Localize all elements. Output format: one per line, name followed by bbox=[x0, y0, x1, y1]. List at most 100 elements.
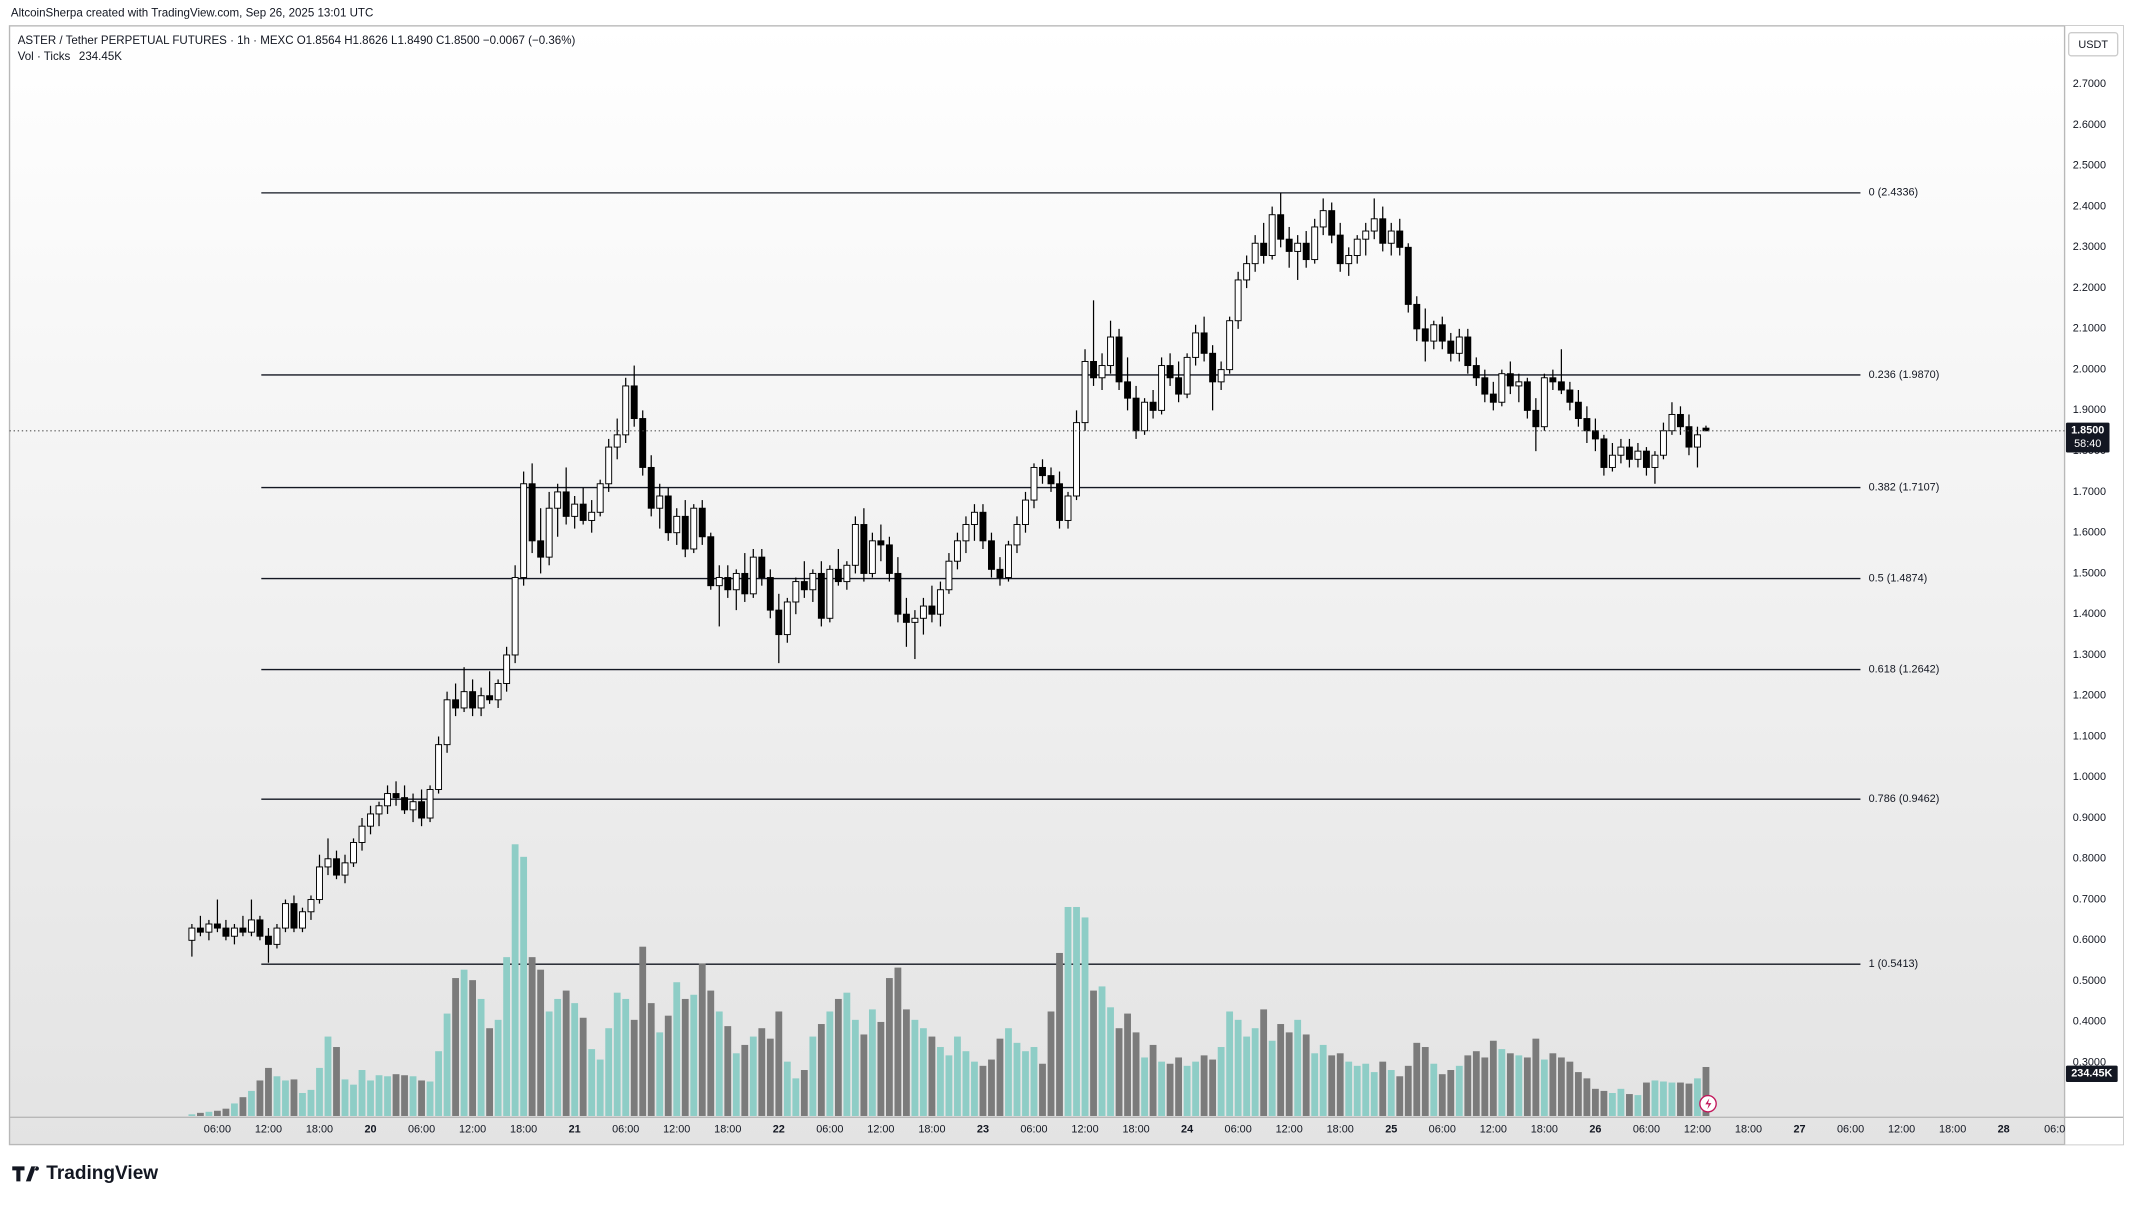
x-tick-label: 26 bbox=[1589, 1123, 1601, 1135]
y-tick-label: 1.5000 bbox=[2073, 567, 2106, 579]
alert-bolt[interactable] bbox=[1705, 1098, 1712, 1110]
volume-bar bbox=[1158, 1061, 1165, 1116]
volume-bar bbox=[1413, 1042, 1421, 1116]
volume-bar bbox=[1030, 1047, 1038, 1116]
candle-body bbox=[588, 511, 596, 521]
fib-label: 0.618 (1.2642) bbox=[1869, 663, 1940, 675]
candle-body bbox=[664, 495, 672, 534]
candle-body bbox=[554, 491, 562, 509]
volume-bar bbox=[1064, 906, 1072, 1116]
candle-body bbox=[1608, 454, 1616, 468]
candle-body bbox=[971, 511, 978, 526]
candle-body bbox=[1285, 238, 1293, 252]
volume-bar bbox=[554, 998, 562, 1116]
candle-body bbox=[282, 903, 289, 929]
x-tick-label: 12:00 bbox=[1276, 1123, 1303, 1135]
volume-bar bbox=[851, 1019, 859, 1116]
volume-bar bbox=[1549, 1053, 1557, 1116]
fib-label: 0 (2.4336) bbox=[1869, 187, 1919, 199]
candle-body bbox=[1566, 389, 1574, 403]
volume-bar bbox=[988, 1059, 995, 1116]
fib-label: 0.236 (1.9870) bbox=[1869, 369, 1940, 381]
fib-label: 1 (0.5413) bbox=[1869, 958, 1919, 970]
volume-bar bbox=[188, 1114, 196, 1116]
volume-bar bbox=[1438, 1074, 1446, 1116]
candle-body bbox=[613, 434, 621, 448]
currency-box[interactable] bbox=[2067, 31, 2119, 57]
candle-body bbox=[213, 923, 221, 929]
y-tick-label: 2.6000 bbox=[2073, 119, 2106, 131]
candle-body bbox=[834, 568, 842, 583]
fib-label: 0.5 (1.4874) bbox=[1869, 572, 1928, 584]
candle-body bbox=[732, 572, 740, 591]
candle-body bbox=[188, 927, 196, 941]
candle-body bbox=[1677, 413, 1684, 428]
candle-body bbox=[1013, 524, 1021, 546]
volume-bar bbox=[1651, 1080, 1659, 1116]
volume-bar bbox=[1013, 1042, 1021, 1116]
x-tick-label: 28 bbox=[1998, 1123, 2010, 1135]
candle-body bbox=[996, 568, 1004, 578]
candle-body bbox=[435, 744, 443, 790]
volume-bar bbox=[316, 1067, 323, 1116]
y-tick-label: 0.4000 bbox=[2073, 1016, 2106, 1028]
candle-body bbox=[809, 572, 817, 591]
candle-body bbox=[817, 572, 825, 619]
x-tick-label: 12:00 bbox=[459, 1123, 486, 1135]
volume-bar bbox=[1243, 1036, 1251, 1116]
volume-bar bbox=[1183, 1065, 1191, 1116]
candle-body bbox=[783, 601, 791, 636]
x-tick-label: 12:00 bbox=[255, 1123, 282, 1135]
volume-bar bbox=[545, 1011, 553, 1116]
plot-area: 0 (2.4336) 0.236 (1.9870) 0.382 (1.7107) 0.… bbox=[9, 187, 2065, 1116]
volume-bar bbox=[1702, 1066, 1710, 1116]
candle-body bbox=[979, 511, 987, 542]
candle-body bbox=[256, 919, 264, 937]
candle-body bbox=[1421, 328, 1429, 342]
candle-body bbox=[1625, 446, 1633, 460]
candle-body bbox=[1141, 401, 1149, 432]
volume-bar bbox=[452, 978, 459, 1116]
alert-icon[interactable] bbox=[1699, 1094, 1717, 1113]
volume-bar bbox=[1634, 1095, 1642, 1116]
candle-body bbox=[877, 540, 885, 546]
currency[interactable]: USDT bbox=[2078, 39, 2108, 51]
x-tick-label: 18:00 bbox=[1327, 1123, 1354, 1135]
candle-body bbox=[290, 903, 298, 929]
candle-body bbox=[622, 385, 630, 436]
volume-bar bbox=[1600, 1090, 1608, 1116]
volume-bar bbox=[1668, 1082, 1676, 1116]
candle-body bbox=[401, 797, 409, 811]
candle-body bbox=[443, 699, 451, 746]
x-tick-label: 24 bbox=[1181, 1123, 1193, 1135]
volume-bar bbox=[766, 1038, 774, 1116]
brand: TradingView bbox=[46, 1163, 158, 1184]
volume-bar bbox=[1583, 1078, 1591, 1116]
x-tick-label: 06:00 bbox=[1429, 1123, 1456, 1135]
volume-bar bbox=[630, 1019, 638, 1116]
volume-bar bbox=[571, 1003, 579, 1116]
ohlc-legend: O1.8564 H1.8626 L1.8490 C1.8500 −0.0067 … bbox=[297, 35, 576, 47]
volume-bar bbox=[1336, 1053, 1344, 1116]
candle-body bbox=[1005, 544, 1012, 578]
x-tick-label: 06:00 bbox=[612, 1123, 639, 1135]
candle-body bbox=[639, 418, 647, 468]
volume-bar bbox=[350, 1084, 357, 1116]
volume-bar bbox=[418, 1080, 425, 1116]
candle-body bbox=[749, 556, 757, 595]
candle-body bbox=[792, 581, 800, 603]
x-tick-label: 25 bbox=[1385, 1123, 1397, 1135]
volume-last-label: 234.45K bbox=[2071, 1068, 2112, 1080]
volume-bar bbox=[1132, 1032, 1140, 1116]
volume-legend-value: 234.45K bbox=[79, 51, 122, 63]
candle-body bbox=[1634, 450, 1642, 460]
brand-logo: TradingView bbox=[12, 1163, 158, 1184]
candle-body bbox=[690, 507, 698, 550]
candle-body bbox=[1447, 340, 1455, 354]
volume-bar bbox=[1430, 1063, 1438, 1116]
candle-body bbox=[409, 801, 417, 811]
volume-bar bbox=[392, 1074, 400, 1116]
volume-bar bbox=[367, 1080, 374, 1116]
y-tick-label: 1.7000 bbox=[2073, 486, 2106, 498]
volume-bar bbox=[248, 1090, 255, 1116]
